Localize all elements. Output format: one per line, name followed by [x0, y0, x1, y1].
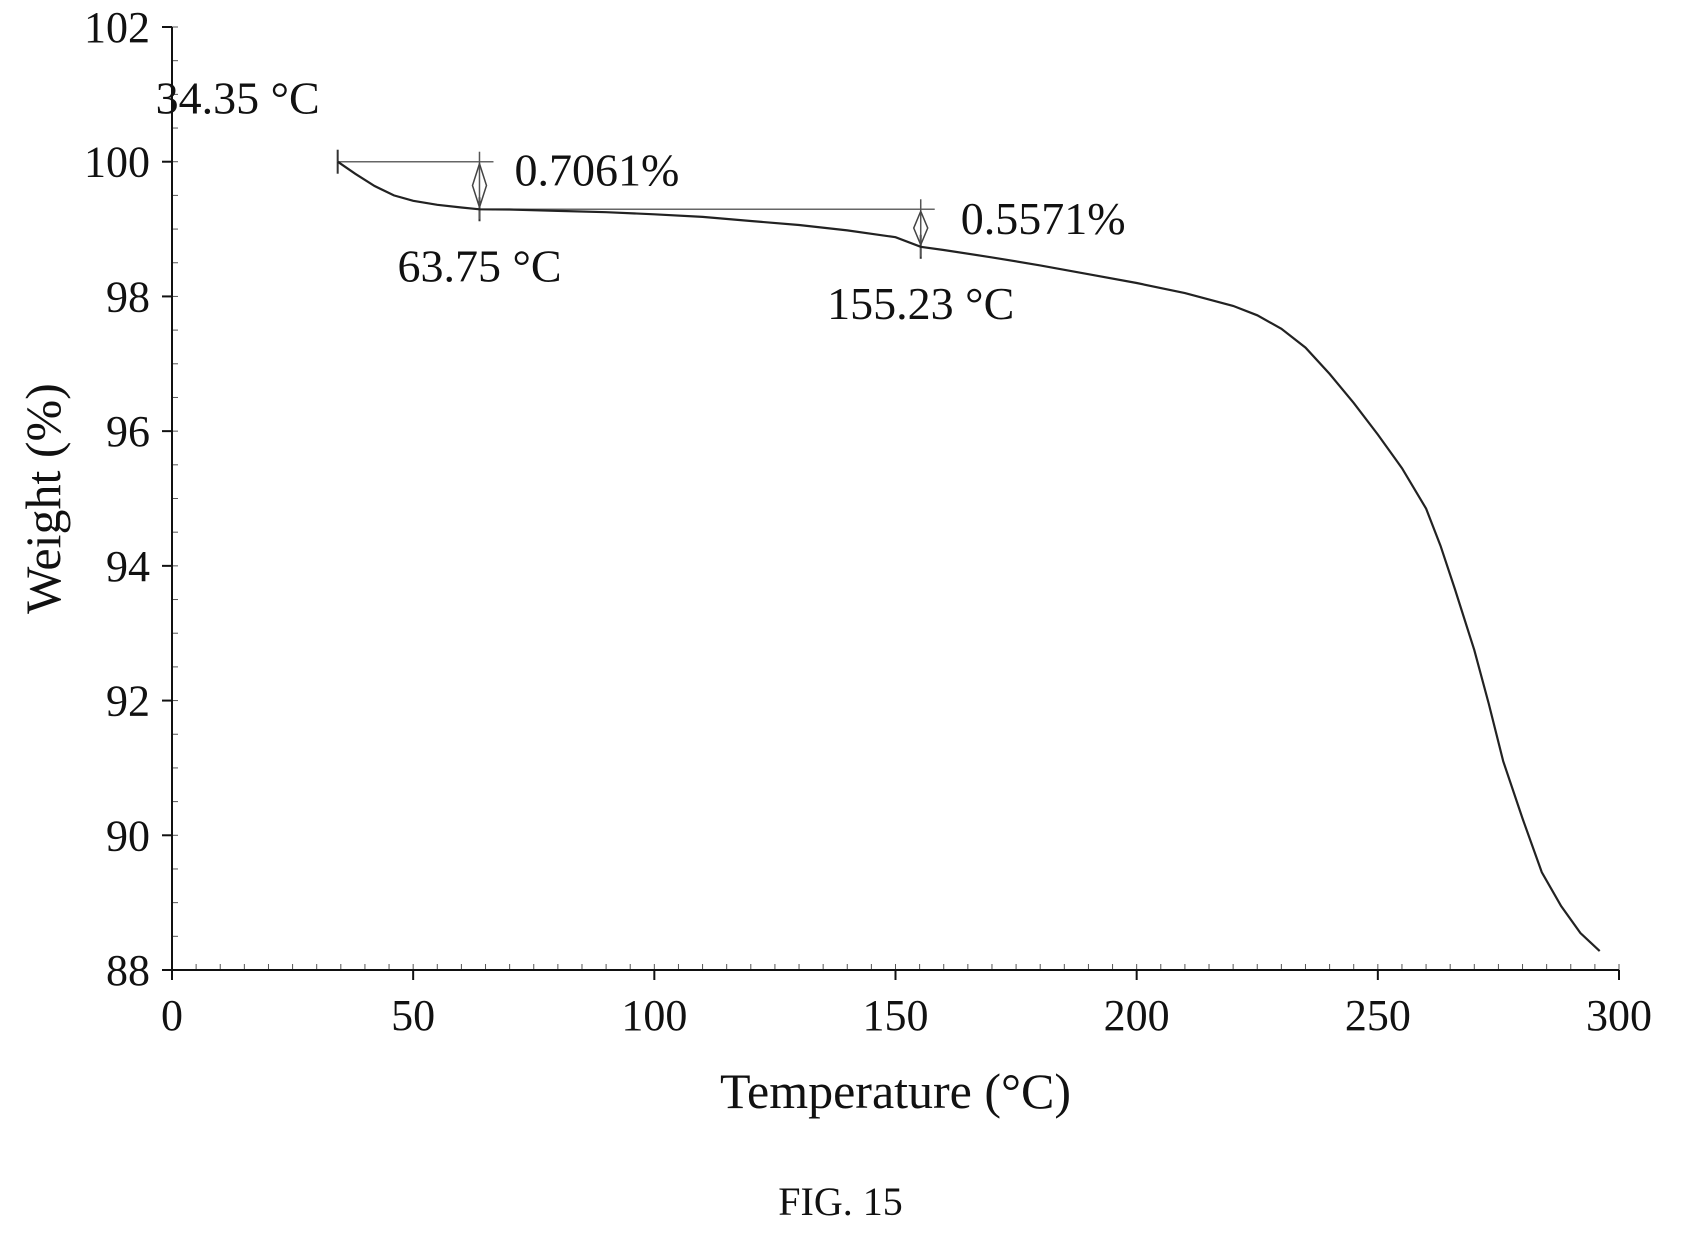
y-tick-group: 88 90 92 94 96 98 100 102: [84, 3, 172, 995]
step-arrow: [471, 161, 488, 210]
x-tick-label: 200: [1104, 991, 1170, 1040]
step-arrow: [912, 209, 929, 247]
annotation-labels: 0.7061% 0.5571% 34.35 °C 63.75 °C 155.23 °C: [156, 73, 1126, 329]
y-tick-label: 102: [84, 3, 150, 52]
y-axis-label: Weight (%): [15, 383, 71, 614]
x-axis-label: Temperature (°C): [720, 1063, 1071, 1119]
step-label: 0.7061%: [514, 144, 679, 195]
x-tick-label: 300: [1586, 991, 1652, 1040]
x-tick-group: 0 50 100 150 200 250 300: [161, 970, 1652, 1040]
y-tick-label: 88: [106, 946, 150, 995]
point-label: 63.75 °C: [397, 240, 561, 291]
x-tick-label: 100: [621, 991, 687, 1040]
weight-curve: [337, 160, 1601, 952]
x-tick-label: 150: [863, 991, 929, 1040]
x-tick-label: 0: [161, 991, 183, 1040]
figure-caption: FIG. 15: [778, 1179, 903, 1224]
y-tick-label: 90: [106, 811, 150, 860]
axes: [171, 27, 1619, 971]
y-tick-label: 94: [106, 542, 150, 591]
y-tick-label: 98: [106, 272, 150, 321]
y-tick-label: 92: [106, 677, 150, 726]
x-tick-label: 250: [1345, 991, 1411, 1040]
step-label: 0.5571%: [961, 193, 1126, 244]
x-tick-label: 50: [391, 991, 435, 1040]
y-tick-label: 96: [106, 407, 150, 456]
y-tick-label: 100: [84, 138, 150, 187]
point-label: 155.23 °C: [827, 278, 1014, 329]
point-label: 34.35 °C: [156, 73, 320, 124]
minor-ticks: [171, 26, 1620, 971]
